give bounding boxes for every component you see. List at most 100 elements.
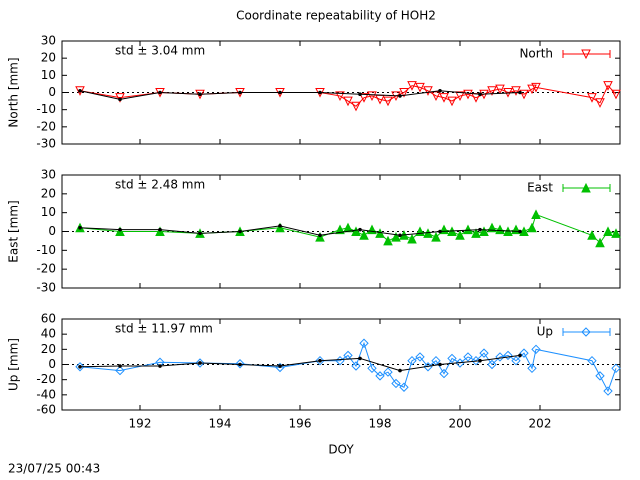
legend-label: East — [527, 181, 553, 195]
marker — [391, 378, 401, 389]
marker — [495, 84, 505, 95]
marker — [471, 228, 481, 238]
y-tick-label: -10 — [36, 102, 56, 116]
marker — [595, 98, 605, 108]
marker — [398, 94, 402, 98]
marker — [367, 363, 377, 373]
marker — [383, 235, 393, 246]
chart-title: Coordinate repeatability of HOH2 — [236, 9, 436, 23]
marker — [439, 368, 449, 379]
series-line — [79, 90, 521, 100]
marker — [611, 228, 621, 238]
std-annotation: std ± 3.04 mm — [115, 44, 205, 58]
marker — [455, 358, 465, 368]
marker — [611, 89, 621, 100]
marker — [238, 90, 242, 95]
x-tick-label: 200 — [449, 417, 472, 431]
marker — [318, 90, 322, 95]
y-tick-label: -20 — [36, 372, 56, 386]
marker — [115, 93, 125, 103]
marker — [531, 344, 541, 355]
marker — [78, 364, 82, 369]
marker — [118, 97, 122, 102]
marker — [375, 371, 385, 381]
marker — [318, 233, 322, 238]
y-tick-label: 0 — [48, 85, 56, 99]
marker — [198, 92, 202, 97]
marker — [518, 90, 522, 95]
marker — [78, 225, 82, 230]
y-tick-label: 20 — [41, 342, 56, 356]
marker — [158, 364, 162, 368]
marker — [527, 222, 537, 233]
marker — [511, 86, 521, 96]
marker — [383, 96, 393, 107]
marker — [195, 358, 205, 368]
marker — [487, 86, 497, 96]
y-tick-label: -40 — [36, 387, 56, 401]
marker — [318, 358, 322, 363]
marker — [595, 371, 605, 381]
marker — [198, 231, 202, 236]
marker — [478, 358, 482, 363]
x-axis-label: DOY — [328, 443, 354, 457]
marker — [78, 88, 82, 93]
marker — [527, 84, 537, 95]
marker — [581, 182, 591, 193]
marker — [479, 348, 489, 358]
x-tick-label: 196 — [289, 417, 312, 431]
timestamp: 23/07/25 00:43 — [8, 462, 100, 476]
marker — [358, 227, 362, 232]
marker — [198, 361, 202, 365]
marker — [519, 348, 529, 358]
y-tick-label: 0 — [48, 357, 56, 371]
marker — [479, 226, 489, 236]
legend-label: Up — [537, 325, 553, 339]
y-axis-label: East [mm] — [7, 200, 21, 262]
marker — [399, 382, 409, 392]
marker — [278, 90, 282, 95]
marker — [527, 363, 537, 373]
marker — [351, 101, 361, 112]
marker — [495, 224, 505, 235]
marker — [407, 356, 417, 366]
std-annotation: std ± 2.48 mm — [115, 178, 205, 192]
marker — [238, 229, 242, 234]
marker — [391, 232, 401, 242]
marker — [158, 90, 162, 95]
marker — [118, 364, 122, 368]
marker — [359, 230, 369, 240]
marker — [595, 237, 605, 248]
y-axis-label: North [mm] — [7, 57, 21, 127]
marker — [351, 361, 361, 371]
marker — [455, 230, 465, 240]
marker — [581, 49, 591, 60]
marker — [478, 92, 482, 97]
marker — [315, 232, 325, 242]
marker — [463, 89, 473, 100]
y-tick-label: 10 — [41, 205, 56, 219]
marker — [478, 227, 482, 232]
marker — [335, 224, 345, 235]
marker — [278, 224, 282, 228]
y-tick-label: 0 — [48, 224, 56, 238]
marker — [423, 86, 433, 96]
marker — [519, 89, 529, 100]
x-tick-label: 192 — [129, 417, 152, 431]
marker — [358, 356, 362, 361]
series-line — [79, 225, 521, 236]
marker — [471, 356, 481, 366]
y-tick-label: 60 — [41, 312, 56, 326]
y-tick-label: 30 — [41, 168, 56, 182]
marker — [415, 82, 425, 93]
marker — [603, 81, 613, 91]
marker — [278, 364, 282, 368]
marker — [587, 230, 597, 240]
marker — [603, 386, 613, 396]
y-tick-label: -20 — [36, 262, 56, 276]
marker — [423, 228, 433, 238]
marker — [343, 96, 353, 107]
marker — [115, 226, 125, 236]
